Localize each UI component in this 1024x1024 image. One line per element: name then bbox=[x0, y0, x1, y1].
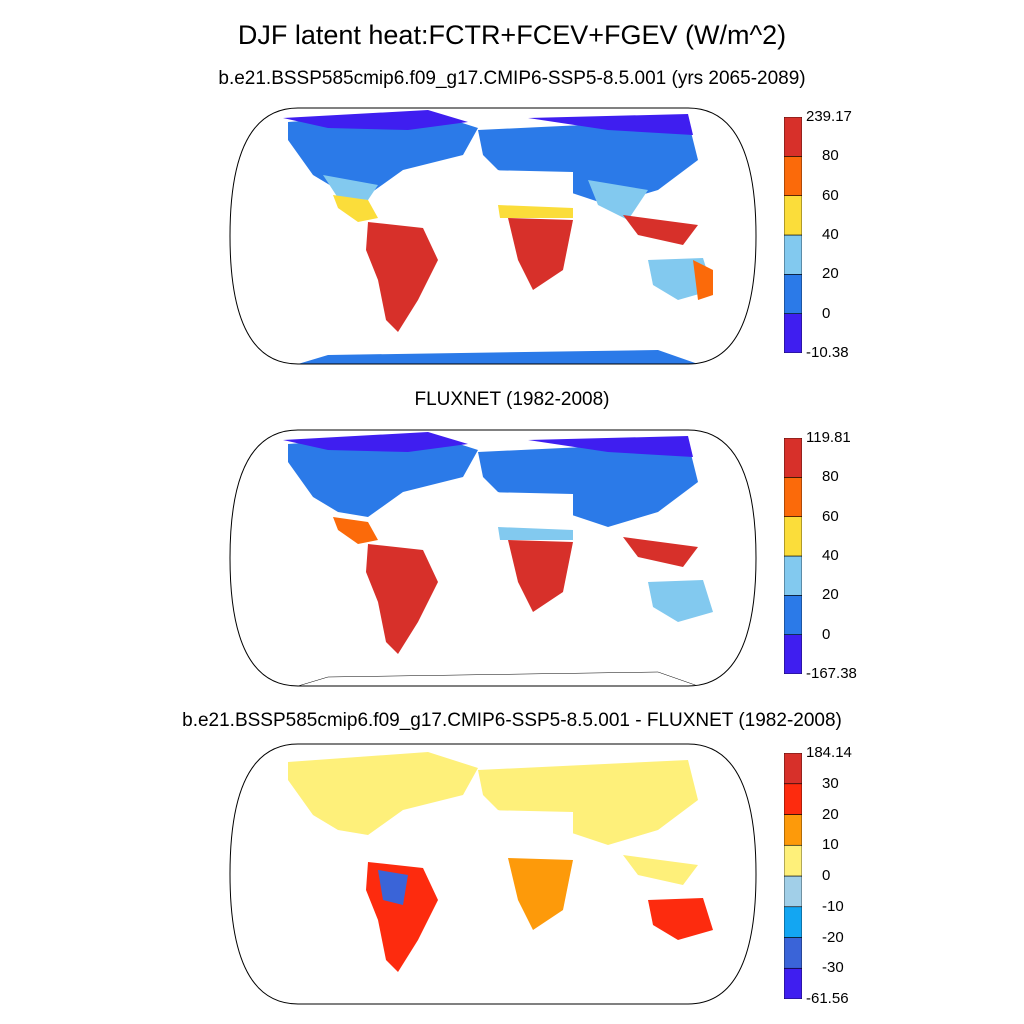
central-america bbox=[333, 517, 378, 544]
panel-1-map bbox=[229, 107, 757, 365]
colorbar-tick-label: -30 bbox=[822, 959, 844, 977]
siberia-arctic bbox=[528, 436, 693, 457]
colorbar-tick-label: 30 bbox=[822, 774, 839, 792]
colorbar-tick-label: 0 bbox=[822, 625, 831, 643]
colorbar-swatch bbox=[784, 753, 802, 785]
north-america-region bbox=[288, 112, 478, 195]
colorbar-swatch bbox=[784, 274, 802, 314]
panel-2-map bbox=[229, 429, 757, 687]
colorbar-tick-label: 80 bbox=[822, 147, 839, 165]
colorbar-tick-label: -10.38 bbox=[806, 344, 849, 361]
north-america-region bbox=[288, 752, 478, 835]
colorbar-swatch bbox=[784, 814, 802, 846]
colorbar-tick-label: -167.38 bbox=[806, 665, 857, 682]
colorbar-swatch bbox=[784, 234, 802, 275]
colorbar-tick-label: -10 bbox=[822, 897, 844, 915]
colorbar-swatches bbox=[784, 753, 802, 999]
antarctica bbox=[298, 350, 698, 364]
colorbar-tick-label: -20 bbox=[822, 928, 844, 946]
north-africa bbox=[483, 810, 573, 850]
colorbar-swatch bbox=[784, 875, 802, 908]
maritime-continent bbox=[623, 537, 698, 567]
panel-3-map bbox=[229, 743, 757, 1005]
colorbar-swatches bbox=[784, 438, 802, 674]
eurasia bbox=[478, 442, 698, 527]
colorbar-tick-label: 20 bbox=[822, 586, 839, 604]
panel-1-map-frame bbox=[229, 107, 757, 365]
north-america-arctic bbox=[283, 110, 468, 130]
antarctica bbox=[297, 671, 699, 686]
colorbar-tick-label: 20 bbox=[822, 805, 839, 823]
colorbar-tick-label: 80 bbox=[822, 468, 839, 486]
maritime-continent bbox=[623, 215, 698, 245]
colorbar-tick-label: -61.56 bbox=[806, 990, 849, 1007]
colorbar-swatches bbox=[784, 117, 802, 353]
central-america bbox=[333, 195, 378, 222]
colorbar-swatch bbox=[784, 844, 802, 877]
amazon-negative bbox=[378, 870, 408, 905]
south-america bbox=[366, 222, 438, 332]
africa-sahel bbox=[498, 527, 573, 540]
north-america-region bbox=[288, 434, 478, 517]
australia bbox=[648, 898, 713, 940]
colorbar-swatch bbox=[784, 937, 802, 969]
colorbar-swatch bbox=[784, 477, 802, 517]
north-america-south bbox=[323, 175, 378, 200]
colorbar-swatch bbox=[784, 595, 802, 635]
colorbar-tick-label: 119.81 bbox=[806, 429, 851, 446]
south-america bbox=[366, 544, 438, 654]
colorbar-tick-label: 10 bbox=[822, 836, 839, 854]
north-africa bbox=[483, 492, 573, 532]
africa-south bbox=[508, 540, 573, 612]
main-title: DJF latent heat:FCTR+FCEV+FGEV (W/m^2) bbox=[237, 20, 787, 50]
south-asia bbox=[588, 180, 648, 220]
panel-1-colorbar: -10.38 0 20 40 60 80 239.17 bbox=[784, 109, 864, 363]
panel-2-title: FLUXNET (1982-2008) bbox=[414, 389, 610, 410]
colorbar-tick-label: 0 bbox=[822, 304, 831, 322]
colorbar-tick-label: 60 bbox=[822, 507, 839, 525]
panel-3-map-frame bbox=[229, 743, 757, 1005]
eurasia bbox=[478, 120, 698, 205]
siberia-arctic bbox=[528, 114, 693, 135]
colorbar-swatch bbox=[784, 516, 802, 557]
colorbar-tick-label: 184.14 bbox=[806, 744, 852, 761]
colorbar-tick-label: 239.17 bbox=[806, 108, 852, 125]
colorbar-swatch bbox=[784, 783, 802, 815]
colorbar-swatch bbox=[784, 313, 802, 353]
maritime-continent bbox=[623, 855, 698, 885]
colorbar-tick-label: 40 bbox=[822, 547, 839, 564]
panel-1-title: b.e21.BSSP585cmip6.f09_g17.CMIP6-SSP5-8.… bbox=[218, 68, 806, 89]
panel-2-colorbar: -167.38 0 20 40 60 80 119.81 bbox=[784, 430, 864, 684]
colorbar-swatch bbox=[784, 195, 802, 236]
colorbar-tick-label: 20 bbox=[822, 265, 839, 283]
colorbar-tick-label: 0 bbox=[822, 867, 831, 884]
panel-3-colorbar: -61.56 -30 -20 -10 0 10 20 30 184.14 bbox=[784, 745, 864, 1009]
panel-3-title: b.e21.BSSP585cmip6.f09_g17.CMIP6-SSP5-8.… bbox=[182, 710, 842, 731]
colorbar-swatch bbox=[784, 117, 802, 157]
panel-2-map-frame bbox=[229, 429, 757, 687]
eurasia bbox=[478, 760, 698, 845]
africa-south bbox=[508, 218, 573, 290]
colorbar-swatch bbox=[784, 634, 802, 674]
north-africa bbox=[483, 170, 573, 210]
africa-south bbox=[508, 858, 573, 930]
north-america-arctic bbox=[283, 432, 468, 452]
colorbar-tick-label: 60 bbox=[822, 186, 839, 204]
australia-coast bbox=[693, 260, 713, 300]
colorbar-swatch bbox=[784, 438, 802, 478]
colorbar-swatch bbox=[784, 156, 802, 196]
colorbar-swatch bbox=[784, 967, 802, 999]
colorbar-swatch bbox=[784, 906, 802, 938]
colorbar-tick-label: 40 bbox=[822, 226, 839, 243]
australia bbox=[648, 580, 713, 622]
africa-sahel bbox=[498, 205, 573, 218]
colorbar-swatch bbox=[784, 555, 802, 596]
